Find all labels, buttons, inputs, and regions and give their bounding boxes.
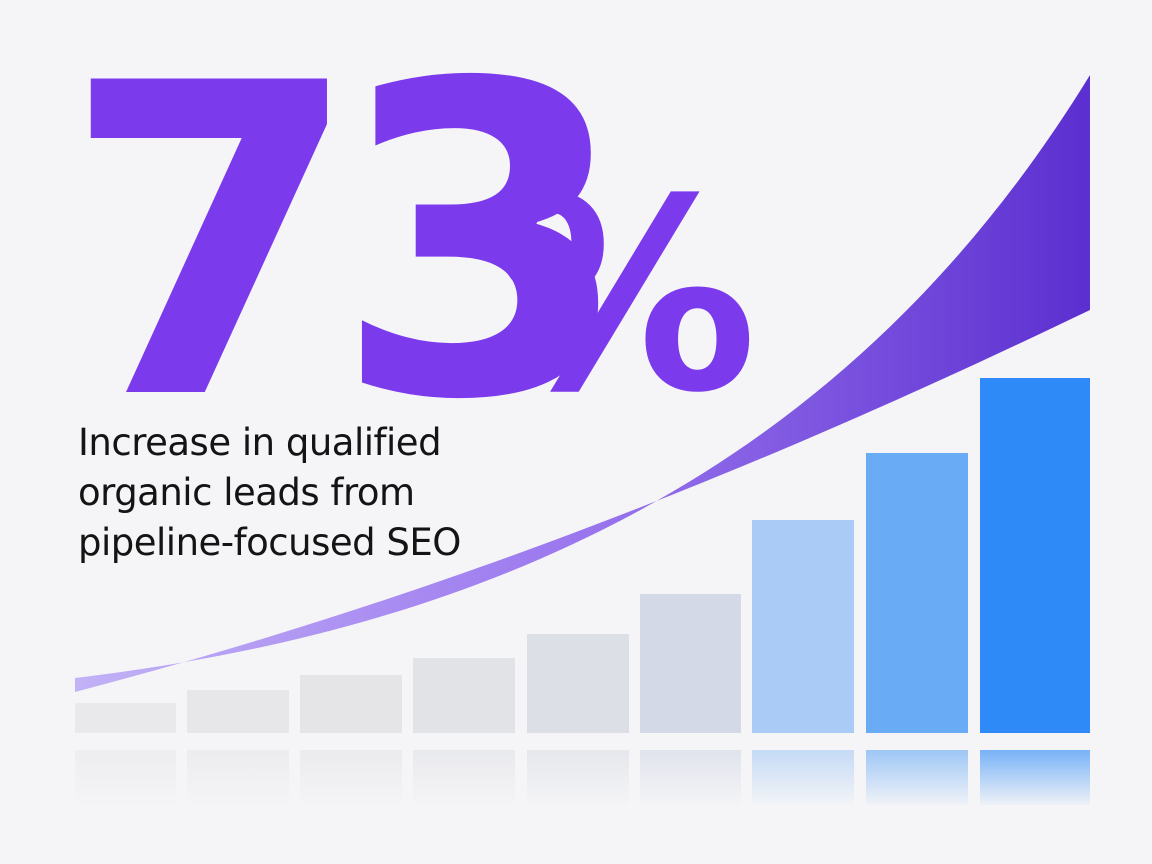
bars <box>75 378 1090 733</box>
bar <box>866 453 968 733</box>
caption-line: Increase in qualified <box>78 421 441 464</box>
bar <box>640 594 741 733</box>
reflection <box>70 748 1100 808</box>
headline-number: 73 <box>62 0 604 494</box>
bar <box>527 634 629 733</box>
caption-line: pipeline-focused SEO <box>78 521 461 564</box>
bar <box>75 703 176 733</box>
growth-swoosh <box>75 75 1090 692</box>
bar <box>980 378 1090 733</box>
bar <box>187 690 289 733</box>
bar <box>413 658 515 733</box>
reflection-fade <box>70 748 1100 808</box>
bar <box>300 675 402 733</box>
headline-unit: % <box>492 143 758 451</box>
bar <box>752 520 854 733</box>
caption-line: organic leads from <box>78 471 415 514</box>
